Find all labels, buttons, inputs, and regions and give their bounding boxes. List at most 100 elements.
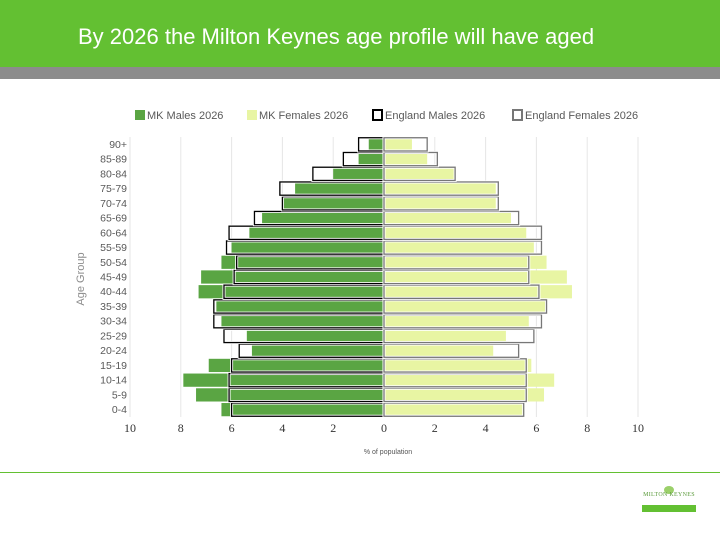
bar-england-females-15-19: [383, 358, 527, 373]
bar-england-females-75-79: [383, 181, 499, 196]
bar-mk-females-60-64: [384, 226, 527, 240]
x-tick-label: 8: [178, 421, 184, 435]
y-tick-label: 75-79: [100, 183, 127, 195]
legend-label: England Males 2026: [385, 110, 485, 122]
header-bar: [0, 0, 720, 67]
legend-label: MK Males 2026: [147, 110, 223, 122]
bar-mk-males-55-59: [231, 240, 384, 255]
y-tick-label: 15-19: [100, 360, 127, 372]
bar-mk-females-85-89: [384, 152, 428, 166]
legend-swatch-0: [135, 110, 145, 120]
legend-swatch-1: [247, 110, 257, 120]
bar-mk-females-75-79: [384, 181, 496, 196]
legend-swatch-3: [512, 109, 523, 121]
bar-mk-males-80-84: [333, 167, 384, 181]
bar-england-females-25-29: [383, 328, 535, 344]
slide-title: By 2026 the Milton Keynes age profile wi…: [78, 24, 595, 49]
y-tick-label: 10-14: [100, 375, 127, 387]
y-tick-label: 45-49: [100, 272, 127, 284]
x-tick-label: 8: [584, 421, 590, 435]
y-tick-label: 65-69: [100, 213, 127, 225]
logo-text: MILTON KEYNES: [643, 492, 695, 498]
bar-mk-males-50-54: [221, 255, 384, 269]
x-tick-label: 2: [432, 421, 438, 435]
y-tick-label: 80-84: [100, 168, 127, 180]
bar-mk-males-35-39: [216, 299, 384, 314]
y-tick-label: 50-54: [100, 257, 127, 269]
bar-england-females-90+: [383, 137, 428, 152]
legend-label: England Females 2026: [525, 110, 638, 122]
bar-england-females-5-9: [383, 387, 527, 403]
footer-divider: [0, 472, 720, 473]
bar-england-females-55-59: [383, 240, 543, 255]
bar-mk-females-40-44: [384, 285, 572, 299]
y-tick-label: 85-89: [100, 154, 127, 166]
bar-mk-females-10-14: [384, 373, 555, 387]
x-tick-label: 6: [229, 421, 235, 435]
bar-mk-females-30-34: [384, 314, 529, 328]
x-tick-label: 4: [483, 421, 489, 435]
y-tick-label: 20-24: [100, 345, 127, 357]
bar-mk-females-35-39: [384, 299, 547, 314]
bar-mk-males-75-79: [295, 181, 384, 196]
bar-mk-females-5-9: [384, 388, 545, 402]
bar-england-females-20-24: [383, 343, 520, 358]
bar-mk-females-70-74: [384, 196, 496, 210]
x-tick-label: 10: [632, 421, 644, 435]
x-tick-label: 4: [279, 421, 285, 435]
bar-mk-females-20-24: [384, 344, 494, 358]
bar-mk-females-25-29: [384, 329, 506, 343]
header-shadow: [0, 67, 720, 79]
bar-mk-females-90+: [384, 137, 412, 151]
y-tick-label: 55-59: [100, 242, 127, 254]
bar-mk-males-85-89: [358, 152, 384, 166]
bar-mk-females-50-54: [384, 255, 547, 269]
legend-label: MK Females 2026: [259, 110, 348, 122]
bar-mk-females-55-59: [384, 240, 534, 255]
y-tick-label: 5-9: [112, 389, 127, 401]
y-tick-label: 0-4: [112, 404, 127, 416]
bar-mk-males-10-14: [183, 373, 384, 387]
bar-england-females-60-64: [383, 225, 543, 241]
bar-england-females-35-39: [383, 299, 548, 314]
bar-mk-males-70-74: [282, 196, 384, 210]
bar-mk-males-20-24: [251, 344, 384, 358]
y-tick-label: 30-34: [100, 316, 127, 328]
bar-mk-males-45-49: [201, 270, 384, 284]
bar-england-females-0-4: [383, 402, 525, 417]
bar-mk-females-45-49: [384, 270, 567, 284]
logo-mark-icon: [664, 486, 674, 494]
bar-england-females-30-34: [383, 313, 543, 329]
council-logo: MILTON KEYNES: [640, 486, 698, 520]
bar-mk-females-0-4: [384, 403, 524, 417]
x-tick-label: 6: [533, 421, 539, 435]
logo-bar: [642, 505, 696, 512]
bar-mk-males-90+: [368, 137, 384, 151]
y-tick-label: 25-29: [100, 330, 127, 342]
bar-mk-females-80-84: [384, 167, 456, 181]
bar-mk-males-40-44: [198, 285, 384, 299]
y-tick-label: 90+: [109, 139, 127, 151]
bar-england-females-85-89: [383, 151, 438, 167]
bar-mk-females-65-69: [384, 211, 511, 225]
bar-mk-males-25-29: [246, 329, 384, 343]
bar-mk-males-0-4: [221, 403, 384, 417]
y-axis-title: Age Group: [75, 252, 87, 305]
bar-mk-males-65-69: [262, 211, 384, 225]
y-tick-label: 70-74: [100, 198, 127, 210]
bar-england-females-45-49: [383, 269, 530, 285]
bar-mk-males-15-19: [208, 358, 384, 373]
x-axis-title: % of population: [364, 449, 412, 456]
y-tick-label: 40-44: [100, 286, 127, 298]
x-tick-label: 2: [330, 421, 336, 435]
y-tick-label: 60-64: [100, 227, 127, 239]
x-tick-label: 10: [124, 421, 136, 435]
legend-swatch-2: [372, 109, 383, 121]
y-tick-label: 35-39: [100, 301, 127, 313]
bar-england-females-70-74: [383, 196, 499, 211]
bar-mk-males-5-9: [196, 388, 384, 402]
bar-mk-males-60-64: [249, 226, 384, 240]
bar-mk-males-30-34: [221, 314, 384, 328]
x-tick-label: 0: [381, 421, 387, 435]
